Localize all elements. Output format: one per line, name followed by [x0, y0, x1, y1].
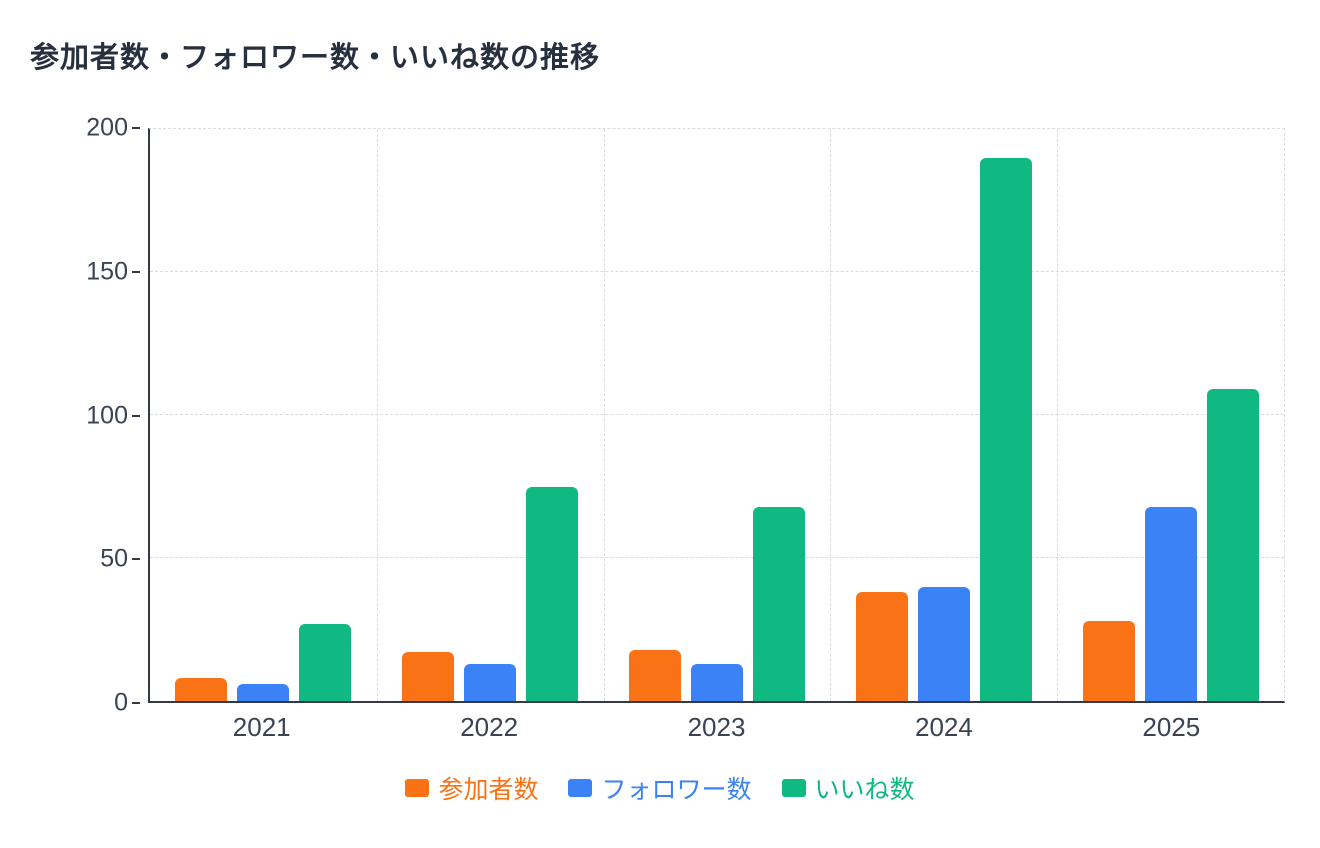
- bar: [464, 663, 517, 701]
- bar: [690, 663, 743, 701]
- x-tick-label: 2021: [232, 712, 291, 742]
- x-axis-labels: 2021 2022 2023 2024 2025: [148, 712, 1285, 743]
- bar: [1206, 389, 1259, 701]
- gridline-vertical: [830, 129, 832, 701]
- y-tick-mark: [132, 558, 140, 561]
- bar: [1082, 620, 1135, 701]
- gridline-vertical: [1057, 129, 1059, 701]
- x-tick-label: 2025: [1142, 712, 1201, 742]
- legend-item[interactable]: いいね数: [781, 770, 915, 806]
- legend-item[interactable]: 参加者数: [405, 770, 538, 806]
- gridline-vertical: [603, 129, 605, 701]
- y-tick-label: 50: [100, 544, 128, 573]
- bar: [628, 649, 681, 701]
- legend-swatch-icon: [781, 779, 806, 797]
- bar: [526, 486, 579, 701]
- y-tick-mark: [132, 702, 140, 704]
- y-tick-label: 0: [114, 688, 128, 717]
- legend-label: 参加者数: [438, 776, 539, 804]
- x-tick-label: 2024: [915, 712, 973, 742]
- y-tick-label: 200: [86, 113, 128, 142]
- legend-label: フォロワー数: [601, 776, 752, 804]
- gridline-horizontal: [150, 271, 1284, 272]
- x-tick-label: 2022: [460, 712, 519, 742]
- gridline-horizontal: [150, 414, 1284, 415]
- bar-group-2022: [377, 129, 604, 701]
- legend-item[interactable]: フォロワー数: [568, 770, 752, 806]
- gridline-vertical: [376, 129, 378, 701]
- legend-label: いいね数: [814, 776, 915, 804]
- y-tick-mark: [132, 127, 140, 129]
- gridline-horizontal: [150, 557, 1284, 558]
- bar: [175, 678, 228, 701]
- bar: [299, 623, 352, 701]
- bar-groups: [150, 129, 1284, 701]
- bar-group-2023: [604, 129, 831, 701]
- bar-group-2021: [150, 129, 377, 701]
- bar: [1144, 506, 1197, 701]
- bar-group-2024: [830, 129, 1057, 701]
- bar: [979, 157, 1032, 701]
- chart-title: 参加者数・フォロワー数・いいね数の推移: [30, 42, 601, 74]
- plot-area: [148, 128, 1285, 703]
- bar: [237, 683, 290, 701]
- legend: 参加者数 フォロワー数 いいね数: [0, 770, 1320, 806]
- bar: [917, 586, 970, 701]
- y-tick-label: 100: [86, 401, 128, 429]
- bar: [402, 652, 455, 701]
- y-tick-mark: [132, 270, 140, 273]
- y-axis-labels: 0 50 100 150 200: [40, 114, 140, 717]
- legend-swatch-icon: [405, 779, 430, 797]
- bar: [752, 506, 805, 701]
- bar-group-2025: [1057, 129, 1284, 701]
- legend-swatch-icon: [568, 779, 593, 797]
- x-tick-label: 2023: [687, 712, 746, 742]
- y-tick-mark: [132, 414, 140, 417]
- y-tick-label: 150: [86, 257, 128, 286]
- bar: [855, 592, 908, 701]
